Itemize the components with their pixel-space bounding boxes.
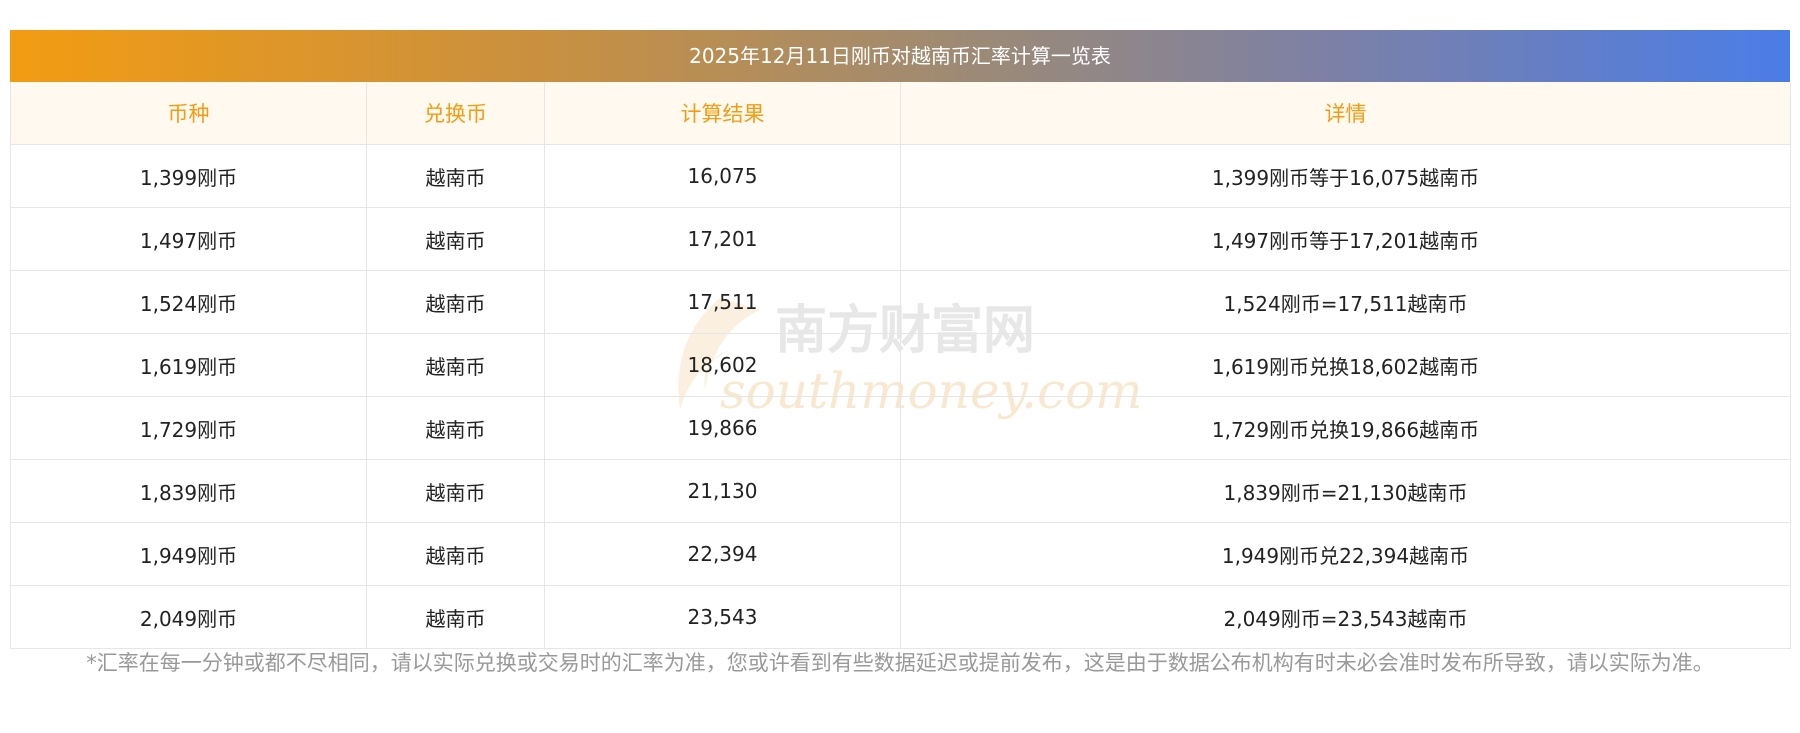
cell-target-currency: 越南币 — [366, 144, 545, 208]
cell-currency: 1,399刚币 — [10, 144, 367, 208]
header-details: 详情 — [900, 82, 1791, 145]
table-row: 1,729刚币 越南币 19,866 1,729刚币兑换19,866越南币 — [10, 396, 1791, 460]
cell-details: 1,619刚币兑换18,602越南币 — [900, 333, 1791, 397]
cell-currency: 2,049刚币 — [10, 585, 367, 649]
cell-result: 23,543 — [544, 585, 901, 649]
cell-details: 2,049刚币=23,543越南币 — [900, 585, 1791, 649]
disclaimer-note: *汇率在每一分钟或都不尽相同，请以实际兑换或交易时的汇率为准，您或许看到有些数据… — [86, 651, 1714, 675]
header-currency: 币种 — [10, 82, 367, 145]
cell-result: 19,866 — [544, 396, 901, 460]
cell-currency: 1,619刚币 — [10, 333, 367, 397]
cell-details: 1,949刚币兑22,394越南币 — [900, 522, 1791, 586]
cell-target-currency: 越南币 — [366, 396, 545, 460]
cell-result: 18,602 — [544, 333, 901, 397]
cell-details: 1,399刚币等于16,075越南币 — [900, 144, 1791, 208]
cell-currency: 1,524刚币 — [10, 270, 367, 334]
cell-currency: 1,497刚币 — [10, 207, 367, 271]
cell-result: 17,511 — [544, 270, 901, 334]
table-header-row: 币种 兑换币 计算结果 详情 — [10, 82, 1791, 145]
cell-details: 1,524刚币=17,511越南币 — [900, 270, 1791, 334]
cell-target-currency: 越南币 — [366, 207, 545, 271]
cell-result: 16,075 — [544, 144, 901, 208]
cell-result: 21,130 — [544, 459, 901, 523]
table-row: 1,839刚币 越南币 21,130 1,839刚币=21,130越南币 — [10, 459, 1791, 523]
cell-currency: 1,839刚币 — [10, 459, 367, 523]
cell-target-currency: 越南币 — [366, 333, 545, 397]
rate-table-panel: 2025年12月11日刚币对越南币汇率计算一览表 币种 兑换币 计算结果 详情 … — [10, 30, 1791, 649]
cell-currency: 1,729刚币 — [10, 396, 367, 460]
table-row: 1,619刚币 越南币 18,602 1,619刚币兑换18,602越南币 — [10, 333, 1791, 397]
cell-target-currency: 越南币 — [366, 585, 545, 649]
rate-table: 币种 兑换币 计算结果 详情 1,399刚币 越南币 16,075 1,399刚… — [10, 82, 1791, 649]
cell-result: 22,394 — [544, 522, 901, 586]
cell-result: 17,201 — [544, 207, 901, 271]
cell-target-currency: 越南币 — [366, 522, 545, 586]
cell-target-currency: 越南币 — [366, 459, 545, 523]
header-target-currency: 兑换币 — [366, 82, 545, 145]
cell-details: 1,839刚币=21,130越南币 — [900, 459, 1791, 523]
table-row: 1,497刚币 越南币 17,201 1,497刚币等于17,201越南币 — [10, 207, 1791, 271]
cell-target-currency: 越南币 — [366, 270, 545, 334]
table-row: 1,399刚币 越南币 16,075 1,399刚币等于16,075越南币 — [10, 144, 1791, 208]
table-row: 1,524刚币 越南币 17,511 1,524刚币=17,511越南币 — [10, 270, 1791, 334]
cell-currency: 1,949刚币 — [10, 522, 367, 586]
table-title: 2025年12月11日刚币对越南币汇率计算一览表 — [10, 30, 1790, 82]
cell-details: 1,729刚币兑换19,866越南币 — [900, 396, 1791, 460]
cell-details: 1,497刚币等于17,201越南币 — [900, 207, 1791, 271]
table-row: 1,949刚币 越南币 22,394 1,949刚币兑22,394越南币 — [10, 522, 1791, 586]
table-row: 2,049刚币 越南币 23,543 2,049刚币=23,543越南币 — [10, 585, 1791, 649]
header-result: 计算结果 — [544, 82, 901, 145]
